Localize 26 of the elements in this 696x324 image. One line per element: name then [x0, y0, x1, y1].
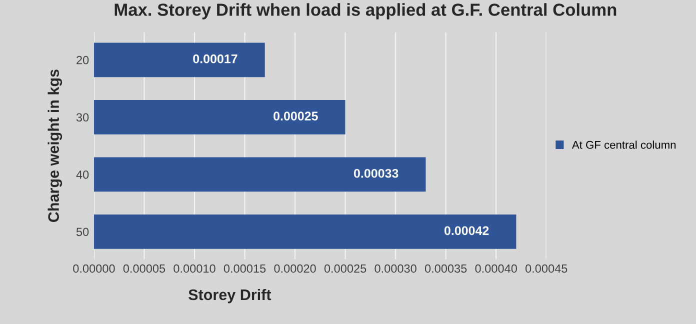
bar: [94, 100, 346, 134]
x-tick-label: 0.00020: [274, 264, 316, 273]
y-tick-label: 50: [76, 228, 89, 236]
x-tick-label: 0.00015: [224, 264, 266, 273]
bar: [94, 157, 426, 192]
x-tick-label: 0.00040: [475, 264, 517, 273]
x-tick-label: 0.00010: [174, 264, 216, 273]
data-label: 0.00033: [354, 168, 398, 178]
y-tick-label: 40: [76, 170, 89, 179]
y-tick-label: 20: [76, 56, 89, 64]
data-label: 0.00042: [444, 226, 489, 236]
y-axis-title: Charge weight in kgs: [48, 70, 62, 222]
x-tick-label: 0.00000: [73, 264, 115, 273]
data-label: 0.00025: [274, 112, 318, 121]
chart-title: Max. Storey Drift when load is applied at G.F. Central Column: [114, 3, 616, 20]
bar: [94, 42, 265, 78]
x-tick-label: 0.00025: [324, 264, 366, 273]
x-tick-label: 0.00030: [374, 264, 416, 273]
bar: [94, 214, 516, 249]
x-tick-label: 0.00005: [123, 264, 166, 273]
data-label: 0.00017: [193, 54, 238, 64]
legend-label: At GF central column: [572, 140, 676, 149]
x-axis-title: Storey Drift: [188, 288, 272, 304]
x-tick-label: 0.00035: [424, 264, 467, 273]
y-tick-label: 30: [76, 113, 89, 122]
x-tick-label: 0.00045: [525, 264, 568, 273]
